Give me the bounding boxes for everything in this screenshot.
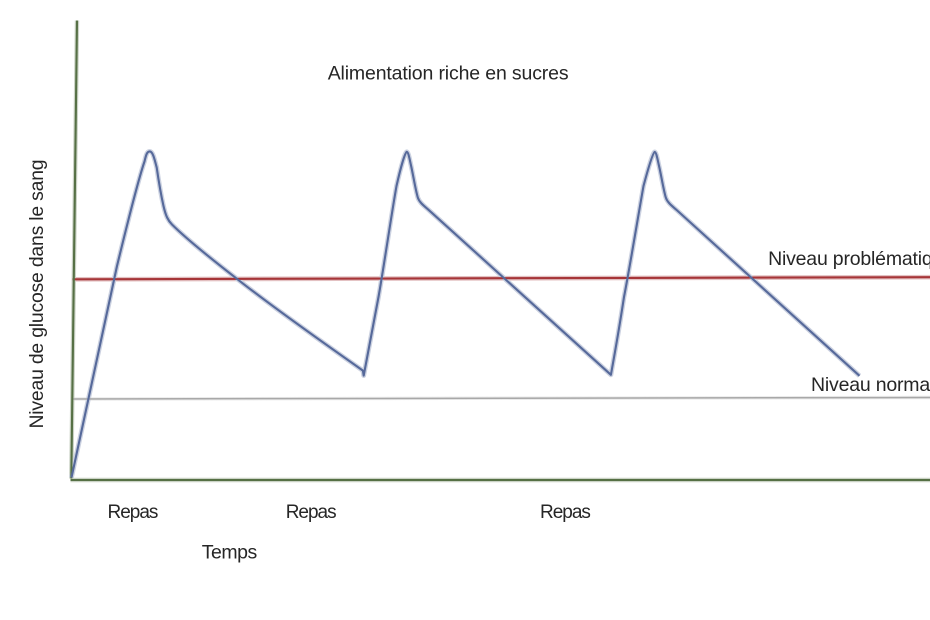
- svg-text:Niveau normal: Niveau normal: [811, 374, 930, 396]
- svg-text:Repas: Repas: [108, 502, 158, 523]
- svg-text:Alimentation riche en sucres: Alimentation riche en sucres: [328, 63, 569, 85]
- svg-text:Repas: Repas: [286, 502, 336, 523]
- svg-text:Repas: Repas: [540, 502, 590, 523]
- svg-text:Niveau de glucose dans le sang: Niveau de glucose dans le sang: [26, 160, 48, 429]
- svg-text:Temps: Temps: [202, 542, 258, 564]
- svg-text:Niveau problématique: Niveau problématique: [768, 248, 930, 270]
